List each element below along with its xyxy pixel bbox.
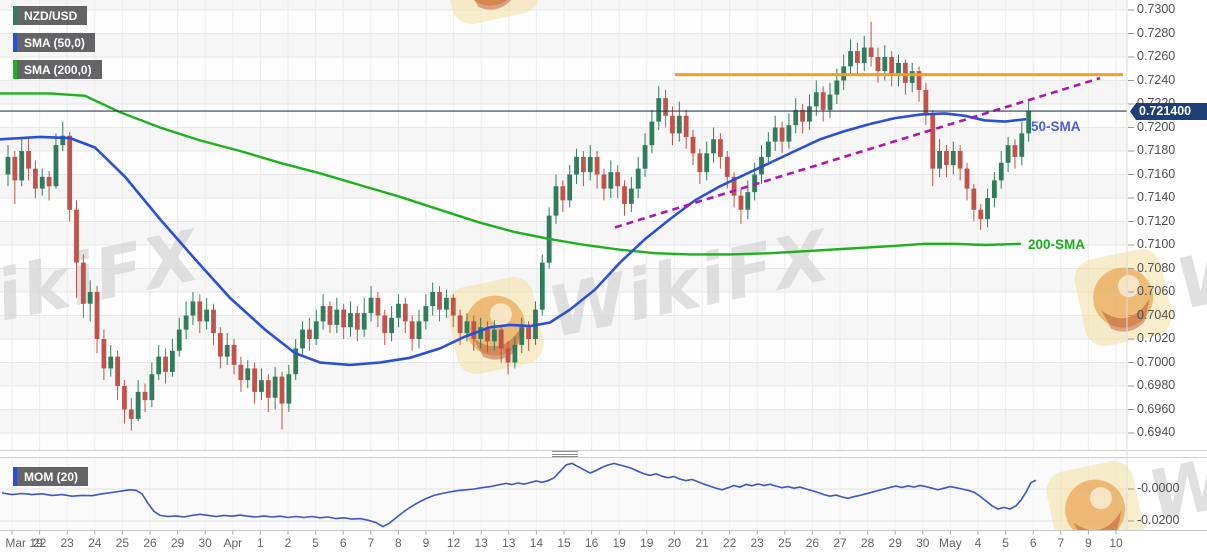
date-tick-label: 9 (422, 536, 430, 550)
date-tick-label: 26 (143, 536, 157, 550)
date-tick-label: 6 (1029, 536, 1037, 550)
svg-text:WikiFX: WikiFX (1169, 186, 1207, 326)
mom-tick-label: -0.0000 (1137, 481, 1180, 495)
date-tick-label: 22 (722, 536, 737, 550)
price-tick-label: 0.7160 (1137, 166, 1176, 181)
date-tick-label: 1 (257, 536, 264, 550)
date-tick-label: 5 (1002, 536, 1009, 550)
price-tick-label: 0.7120 (1137, 213, 1176, 228)
price-tick-label: 0.6940 (1137, 425, 1176, 439)
date-tick-label: 25 (778, 536, 792, 550)
date-tick-label: 7 (1057, 536, 1065, 550)
date-tick-label: 14 (529, 536, 544, 550)
date-tick-label: 23 (60, 536, 74, 550)
date-tick-label: 29 (888, 536, 902, 550)
date-tick-label: Apr (223, 536, 243, 550)
price-tick-label: 0.7200 (1137, 119, 1176, 134)
price-tick-label: 0.7260 (1137, 49, 1176, 63)
date-tick-label: May (939, 536, 962, 550)
sma50-color-bar (13, 33, 17, 52)
price-tick-label: 0.7100 (1137, 237, 1176, 251)
date-tick-label: 30 (916, 536, 930, 550)
price-tick-label: 0.7080 (1137, 260, 1176, 275)
date-tick-label: 30 (198, 536, 212, 550)
symbol-label: NZD/USD (17, 6, 88, 25)
date-tick-label: 12 (446, 536, 461, 550)
price-tick-label: 0.7020 (1137, 331, 1176, 345)
price-tick-label: 0.7300 (1137, 2, 1176, 16)
date-tick-label: 28 (860, 536, 875, 550)
price-tick-label: 0.7060 (1137, 284, 1176, 298)
symbol-badge[interactable]: NZD/USD (13, 6, 88, 25)
date-tick-label: 16 (584, 536, 599, 550)
sma200-badge[interactable]: SMA (200,0) (13, 60, 102, 79)
date-tick-label: 26 (805, 536, 820, 550)
date-tick-label: 27 (833, 536, 847, 550)
date-tick-label: 21 (695, 536, 709, 550)
panel-resize-handle-icon[interactable] (552, 450, 578, 458)
mom-tick-label: -0.0200 (1137, 513, 1180, 527)
date-tick-label: 13 (502, 536, 516, 550)
date-tick-label: 25 (115, 536, 130, 550)
date-tick-label: 20 (667, 536, 682, 550)
date-tick-label: 10 (1109, 536, 1123, 550)
price-tick-label: 0.7040 (1137, 307, 1176, 322)
sma200-line (0, 92, 1022, 256)
date-tick-label: 8 (395, 536, 402, 550)
date-tick-label: 19 (640, 536, 654, 550)
price-tick-label: 0.7240 (1137, 72, 1176, 87)
mom-label: MOM (20) (17, 467, 88, 486)
price-tick-label: 0.7140 (1137, 190, 1176, 204)
date-tick-label: 4 (974, 536, 982, 550)
mom-badge[interactable]: MOM (20) (13, 467, 88, 486)
date-tick-label: 24 (88, 536, 102, 550)
date-tick-label: 29 (170, 536, 185, 550)
tick-marks-layer (11, 9, 1134, 535)
date-tick-label: Mar 19 (5, 536, 43, 550)
sma200-label: SMA (200,0) (17, 60, 102, 79)
date-tick-label: 13 (474, 536, 488, 550)
date-tick-label: 9 (1085, 536, 1092, 550)
candles-layer (5, 21, 1032, 431)
price-tick-label: 0.7180 (1137, 143, 1176, 157)
sma200-line-label: 200-SMA (1028, 237, 1086, 252)
price-tick-label: 0.7280 (1137, 25, 1176, 40)
date-tick-label: 22 (32, 536, 47, 550)
sma50-label: SMA (50,0) (17, 33, 95, 52)
date-tick-label: 7 (367, 536, 375, 550)
sma200-color-bar (13, 60, 17, 79)
date-tick-label: 23 (750, 536, 764, 550)
price-tick-label: 0.6980 (1137, 378, 1176, 392)
mom-color-bar (13, 467, 17, 486)
sma50-line (0, 112, 1027, 367)
price-tick-label: 0.7000 (1137, 354, 1176, 369)
price-tick-label: 0.6960 (1137, 401, 1176, 416)
date-tick-label: 6 (339, 536, 347, 550)
sma50-badge[interactable]: SMA (50,0) (13, 33, 95, 52)
date-tick-label: 2 (284, 536, 292, 550)
date-tick-label: 19 (612, 536, 626, 550)
symbol-color-bar (13, 6, 17, 25)
sma50-line-label: 50-SMA (1031, 119, 1081, 134)
current-price-badge: 0.721400 (1130, 103, 1207, 120)
date-tick-label: 5 (312, 536, 319, 550)
date-tick-label: 15 (557, 536, 571, 550)
mom-line (1, 462, 1037, 528)
